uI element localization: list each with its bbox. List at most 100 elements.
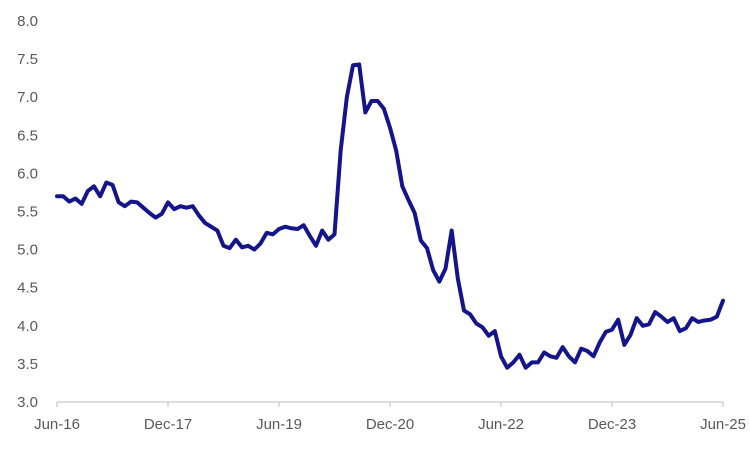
- data-point: [252, 248, 256, 252]
- data-point: [592, 354, 595, 358]
- data-point: [437, 280, 441, 284]
- data-point: [696, 320, 700, 324]
- data-point: [407, 198, 410, 202]
- data-point: [191, 204, 195, 208]
- x-tick-label: Jun-19: [256, 416, 302, 433]
- data-point: [296, 227, 299, 231]
- data-point: [74, 197, 77, 201]
- data-point: [555, 356, 558, 360]
- data-point: [536, 360, 540, 364]
- x-tick-label: Jun-16: [34, 416, 80, 433]
- y-tick-label: 5.5: [17, 204, 38, 221]
- data-point: [363, 110, 367, 114]
- data-point: [462, 309, 466, 313]
- y-tick-label: 8.0: [17, 13, 38, 30]
- data-point: [289, 226, 293, 230]
- data-point: [148, 211, 151, 215]
- data-point: [715, 315, 719, 319]
- data-point: [209, 225, 213, 229]
- data-point: [481, 325, 484, 329]
- data-point: [721, 299, 725, 303]
- data-point: [339, 149, 343, 153]
- data-point: [271, 232, 275, 236]
- y-tick-label: 4.5: [17, 280, 38, 297]
- y-tick-label: 6.5: [17, 127, 38, 144]
- data-point: [579, 347, 583, 351]
- data-point: [524, 366, 528, 370]
- data-point: [80, 202, 84, 206]
- series-line: [55, 62, 725, 370]
- data-point: [135, 200, 139, 204]
- data-point: [86, 189, 90, 193]
- data-point: [308, 234, 312, 238]
- data-point: [55, 194, 59, 198]
- data-point: [357, 62, 361, 66]
- data-point: [622, 343, 626, 347]
- data-point: [240, 245, 244, 249]
- y-tick-label: 7.5: [17, 51, 38, 68]
- data-point: [511, 360, 515, 364]
- data-point: [154, 216, 158, 220]
- data-point: [203, 221, 207, 225]
- data-point: [166, 200, 170, 204]
- data-point: [561, 345, 565, 349]
- data-point: [92, 184, 96, 188]
- data-point: [530, 360, 534, 364]
- y-tick-label: 6.0: [17, 165, 38, 182]
- y-tick-label: 5.0: [17, 242, 38, 259]
- data-point: [647, 322, 651, 326]
- data-point: [104, 181, 108, 185]
- data-point: [499, 354, 503, 358]
- data-point: [141, 206, 145, 210]
- data-point: [394, 149, 398, 153]
- data-point: [629, 333, 632, 337]
- data-point: [326, 238, 330, 242]
- data-point: [468, 312, 472, 316]
- data-point: [487, 334, 491, 338]
- x-tick-label: Dec-20: [366, 416, 414, 433]
- data-point: [610, 328, 614, 332]
- data-point: [388, 126, 392, 130]
- data-point: [505, 366, 509, 370]
- data-point: [585, 349, 589, 353]
- data-point: [672, 316, 676, 320]
- data-point: [548, 354, 552, 358]
- data-point: [314, 244, 318, 248]
- data-point: [474, 322, 478, 326]
- y-axis: 3.0 3.5 4.0 4.5 5.0 5.5 6.0 6.5 7.0 7.5 8.0: [17, 13, 38, 411]
- x-tick-label: Dec-17: [144, 416, 192, 433]
- data-point: [185, 206, 188, 210]
- data-point: [518, 353, 521, 357]
- data-point: [129, 200, 133, 204]
- data-point: [456, 277, 460, 281]
- data-point: [370, 99, 373, 103]
- data-point: [376, 99, 380, 103]
- data-point: [413, 211, 417, 215]
- x-axis: Jun-16 Dec-17 Jun-19 Dec-20 Jun-22 Dec-23 Jun-…: [34, 401, 746, 433]
- data-point: [228, 246, 232, 250]
- data-point: [400, 184, 404, 188]
- data-point: [616, 318, 620, 322]
- data-point: [345, 95, 349, 99]
- data-point: [598, 341, 602, 345]
- data-point: [178, 204, 182, 208]
- data-point: [265, 231, 269, 235]
- data-point: [123, 204, 127, 208]
- data-point: [117, 200, 121, 204]
- data-point: [160, 212, 164, 216]
- data-point: [215, 229, 219, 233]
- y-tick-label: 3.5: [17, 356, 38, 373]
- data-point: [320, 229, 324, 233]
- data-point: [604, 330, 608, 334]
- data-point: [666, 320, 669, 324]
- data-point: [419, 238, 423, 242]
- data-point: [333, 232, 336, 236]
- data-point: [635, 316, 639, 320]
- x-tick-label: Dec-23: [588, 416, 636, 433]
- data-point: [283, 225, 287, 229]
- y-tick-label: 4.0: [17, 318, 38, 335]
- data-point: [567, 354, 571, 358]
- data-point: [111, 183, 114, 187]
- data-point: [573, 360, 577, 364]
